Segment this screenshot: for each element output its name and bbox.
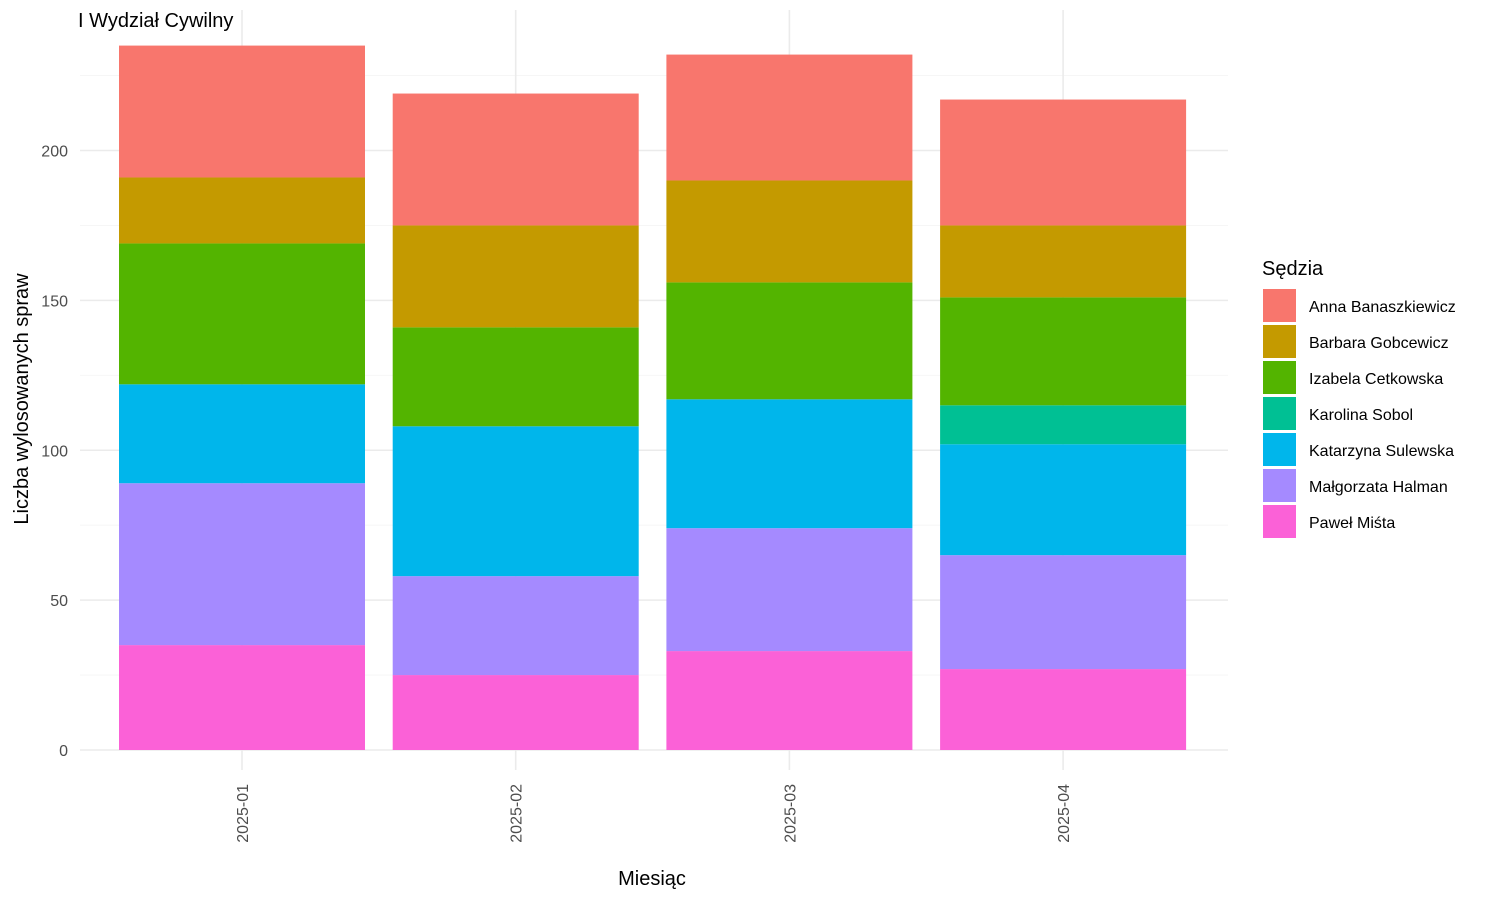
x-tick-label: 2025-01 — [235, 784, 252, 843]
bar-segment — [666, 180, 913, 283]
bar-segment — [119, 645, 365, 750]
bar-segment — [666, 399, 913, 529]
legend-label: Barbara Gobcewicz — [1309, 335, 1449, 352]
y-axis-title: Liczba wylosowanych spraw — [11, 273, 33, 525]
legend-key — [1263, 289, 1296, 322]
bar-segment — [119, 243, 365, 385]
bar-segment — [940, 225, 1187, 298]
legend-label: Katarzyna Sulewska — [1309, 443, 1454, 460]
bar-segment — [666, 528, 913, 652]
x-tick-label: 2025-04 — [1056, 784, 1073, 843]
legend-items: Anna Banaszkiewicz Barbara Gobcewicz Izabe… — [1263, 289, 1456, 538]
x-tick-label: 2025-03 — [782, 784, 799, 843]
y-axis-ticks: 0 50 100 150 200 — [41, 144, 68, 761]
legend-key — [1263, 433, 1296, 466]
bar-segment — [940, 444, 1187, 556]
bar-segment — [119, 384, 365, 484]
bar-segment — [119, 45, 365, 178]
y-tick-label: 50 — [50, 593, 68, 610]
bar-segment — [940, 669, 1187, 750]
x-axis-title: Miesiąc — [618, 868, 686, 890]
bar-segment — [392, 576, 639, 676]
legend-title: Sędzia — [1262, 258, 1324, 280]
y-tick-label: 150 — [41, 293, 68, 310]
bar-segment — [392, 327, 639, 427]
bar-segment — [666, 54, 913, 181]
legend-key — [1263, 397, 1296, 430]
bar-segment — [666, 651, 913, 750]
bar-segment — [392, 675, 639, 750]
y-tick-label: 100 — [41, 443, 68, 460]
legend-label: Małgorzata Halman — [1309, 479, 1448, 496]
bar-segment — [119, 483, 365, 646]
bar-segment — [940, 555, 1187, 670]
x-tick-label: 2025-02 — [509, 784, 526, 843]
legend-key — [1263, 325, 1296, 358]
bars — [119, 45, 1187, 750]
bar-segment — [940, 405, 1187, 445]
bar-segment — [392, 93, 639, 226]
legend-key — [1263, 505, 1296, 538]
legend-key — [1263, 469, 1296, 502]
bar-segment — [392, 426, 639, 577]
bar-segment — [666, 282, 913, 400]
legend-key — [1263, 361, 1296, 394]
bar-segment — [940, 99, 1187, 226]
y-tick-label: 0 — [59, 743, 68, 760]
legend-label: Izabela Cetkowska — [1309, 371, 1443, 388]
bar-segment — [392, 225, 639, 328]
legend-label: Karolina Sobol — [1309, 407, 1413, 424]
bar-segment — [940, 297, 1187, 406]
chart-title: I Wydział Cywilny — [78, 10, 233, 32]
legend-label: Anna Banaszkiewicz — [1309, 299, 1456, 316]
legend: Sędzia Anna Banaszkiewicz Barbara Gobcewi… — [1262, 258, 1456, 538]
x-axis-ticks: 2025-01 2025-02 2025-03 2025-04 — [235, 784, 1073, 843]
y-tick-label: 200 — [41, 144, 68, 161]
legend-label: Paweł Miśta — [1309, 515, 1395, 532]
bar-segment — [119, 177, 365, 244]
